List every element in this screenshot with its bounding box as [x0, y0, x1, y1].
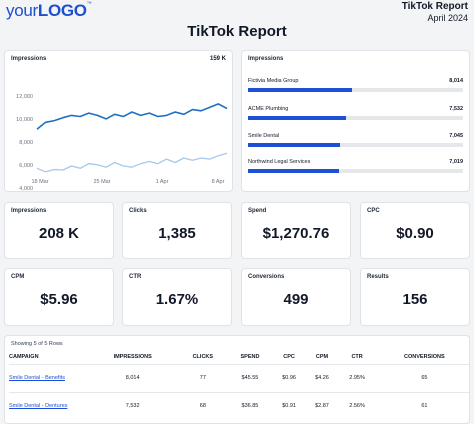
chart-label: Impressions	[11, 56, 47, 62]
logo-prefix: your	[6, 1, 38, 20]
kpi-value: 156	[402, 291, 428, 308]
page-title: TikTok Report	[187, 23, 287, 40]
campaign-impressions-card: Impressions Fictivia Media Group 8,014 A…	[241, 50, 470, 192]
kpi-label: CPC	[367, 208, 380, 214]
logo-main: LOGO	[37, 1, 87, 20]
bar-fill	[248, 143, 340, 147]
table-cell: 61	[375, 391, 469, 420]
campaign-table: CAMPAIGN IMPRESSIONS CLICKS SPEND CPC CP…	[9, 350, 469, 420]
table-header-row: CAMPAIGN IMPRESSIONS CLICKS SPEND CPC CP…	[9, 350, 469, 364]
bars-label: Impressions	[248, 56, 284, 62]
bar-value: 7,019	[449, 159, 463, 165]
kpi-label: Impressions	[11, 208, 47, 214]
kpi-label: Results	[367, 274, 389, 280]
bar-name: Northwind Legal Services	[248, 159, 311, 165]
bar-row: ACME Plumbing 7,532	[248, 106, 463, 128]
table-cell: $4.26	[305, 363, 339, 392]
y-tick: 4,000	[19, 186, 33, 192]
kpi-label: CTR	[129, 274, 142, 280]
col-header[interactable]: CONVERSIONS	[404, 353, 445, 360]
table-cell: $2.87	[305, 391, 339, 420]
x-tick: 25 Mar	[93, 179, 111, 185]
table-cell: 68	[178, 391, 228, 420]
y-tick: 10,000	[16, 117, 33, 123]
y-tick: 8,000	[19, 140, 33, 146]
bar-row: Northwind Legal Services 7,019	[248, 159, 463, 181]
kpi-value: 1.67%	[155, 291, 199, 308]
col-header[interactable]: CAMPAIGN	[9, 353, 39, 360]
chart-total: 159 K	[209, 56, 226, 62]
kpi-cpc: CPC $0.90	[360, 202, 470, 259]
bar-value: 8,014	[449, 78, 463, 84]
kpi-clicks: Clicks 1,385	[122, 202, 232, 259]
campaign-link[interactable]: Smile Dental - Benefits	[9, 363, 87, 392]
table-cell: $0.91	[272, 391, 306, 420]
table-row: Smile Dental - Benefits 8,014 77 $45.55 …	[9, 363, 469, 392]
bar-row: Smile Dental 7,045	[248, 133, 463, 155]
logo-mark: ™	[86, 1, 92, 7]
kpi-results: Results 156	[360, 268, 470, 326]
kpi-impressions: Impressions 208 K	[4, 202, 114, 259]
line-chart	[36, 103, 228, 173]
campaign-table-card: Showing 5 of 5 Rows CAMPAIGN IMPRESSIONS…	[4, 335, 470, 424]
kpi-value: $5.96	[40, 291, 78, 308]
bar-fill	[248, 169, 340, 173]
kpi-label: CPM	[11, 274, 25, 280]
kpi-value: $0.90	[396, 225, 434, 242]
table-cell: 7,532	[87, 391, 179, 420]
kpi-value: 499	[283, 291, 309, 308]
x-tick: 1 Apr	[155, 179, 169, 185]
kpi-cpm: CPM $5.96	[4, 268, 114, 326]
y-axis: 12,000 10,000 8,000 6,000 4,000	[7, 51, 33, 193]
col-header[interactable]: SPEND	[240, 353, 260, 360]
table-cell: $45.55	[227, 363, 273, 392]
kpi-label: Spend	[248, 208, 267, 214]
bar-track	[248, 116, 463, 120]
report-title: TikTok Report	[401, 1, 468, 12]
kpi-label: Clicks	[129, 208, 147, 214]
col-header[interactable]: CPM	[315, 353, 329, 360]
bar-name: ACME Plumbing	[248, 106, 289, 112]
bar-value: 7,532	[449, 106, 463, 112]
col-header[interactable]: CPC	[283, 353, 295, 360]
kpi-ctr: CTR 1.67%	[122, 268, 232, 326]
table-cell: 8,014	[87, 363, 179, 392]
bar-track	[248, 169, 463, 173]
bar-value: 7,045	[449, 133, 463, 139]
kpi-conversions: Conversions 499	[241, 268, 351, 326]
bar-row: Fictivia Media Group 8,014	[248, 78, 463, 100]
kpi-value: 208 K	[38, 225, 80, 242]
table-row: Smile Dental - Dentures 7,532 68 $36.85 …	[9, 391, 469, 420]
impressions-chart-card: Impressions 159 K 12,000 10,000 8,000 6,…	[4, 50, 233, 192]
series-line-1	[36, 103, 228, 130]
col-header[interactable]: CTR	[351, 353, 363, 360]
bar-track	[248, 143, 463, 147]
bar-track	[248, 88, 463, 92]
bar-name: Smile Dental	[248, 133, 280, 139]
table-cell: $36.85	[227, 391, 273, 420]
y-tick: 12,000	[16, 94, 33, 100]
series-line-2	[36, 152, 228, 173]
kpi-value: 1,385	[158, 225, 196, 242]
bar-name: Fictivia Media Group	[248, 78, 299, 84]
x-tick: 8 Apr	[211, 179, 225, 185]
bar-fill	[248, 88, 353, 92]
bar-fill	[248, 116, 347, 120]
kpi-label: Conversions	[248, 274, 285, 280]
col-header[interactable]: CLICKS	[192, 353, 214, 360]
logo: yourLOGO™	[6, 1, 92, 21]
table-cell: 77	[178, 363, 228, 392]
table-cell: 2.95%	[338, 363, 376, 392]
row-count-caption: Showing 5 of 5 Rows	[11, 341, 63, 347]
y-tick: 6,000	[19, 163, 33, 169]
col-header[interactable]: IMPRESSIONS	[113, 353, 152, 360]
campaign-link[interactable]: Smile Dental - Dentures	[9, 391, 87, 420]
table-cell: $0.96	[272, 363, 306, 392]
x-tick: 18 Mar	[31, 179, 49, 185]
report-date: April 2024	[427, 13, 468, 23]
kpi-value: $1,270.76	[262, 225, 330, 242]
kpi-spend: Spend $1,270.76	[241, 202, 351, 259]
table-cell: 2.56%	[338, 391, 376, 420]
table-cell: 65	[375, 363, 469, 392]
